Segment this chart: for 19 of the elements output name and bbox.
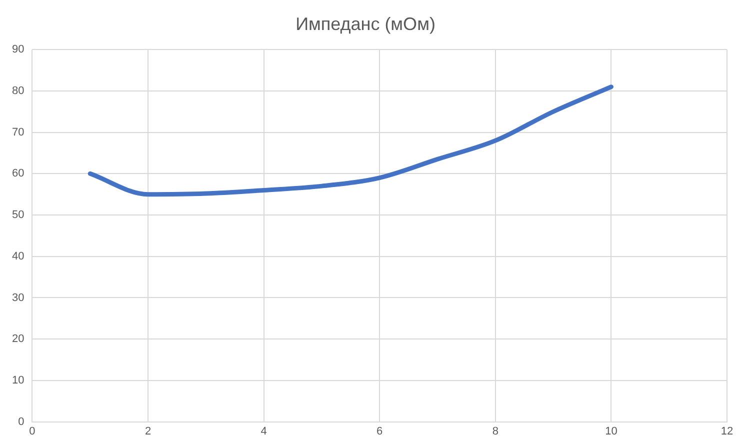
x-tick-label: 8 <box>492 425 498 438</box>
x-tick-label: 2 <box>144 425 152 438</box>
x-tick-label: 4 <box>260 425 267 438</box>
x-tick-label: 6 <box>376 425 383 438</box>
y-tick-label: 70 <box>12 126 24 138</box>
y-tick-label: 30 <box>12 292 24 304</box>
y-tick-label: 10 <box>12 374 24 386</box>
y-tick-label: 40 <box>12 250 24 262</box>
y-tick-label: 60 <box>12 168 24 180</box>
y-tick-label: 80 <box>12 84 24 97</box>
x-tick-label: 0 <box>29 425 36 438</box>
y-tick-label: 50 <box>12 209 24 222</box>
y-tick-label: 20 <box>12 333 24 346</box>
y-tick-label: 0 <box>18 416 24 428</box>
line-series <box>88 84 614 197</box>
x-tick-label: 10 <box>605 425 618 438</box>
chart-title: Импеданс (мОм) <box>296 14 436 34</box>
x-tick-label: 12 <box>720 425 734 438</box>
y-tick-label: 90 <box>12 44 24 56</box>
